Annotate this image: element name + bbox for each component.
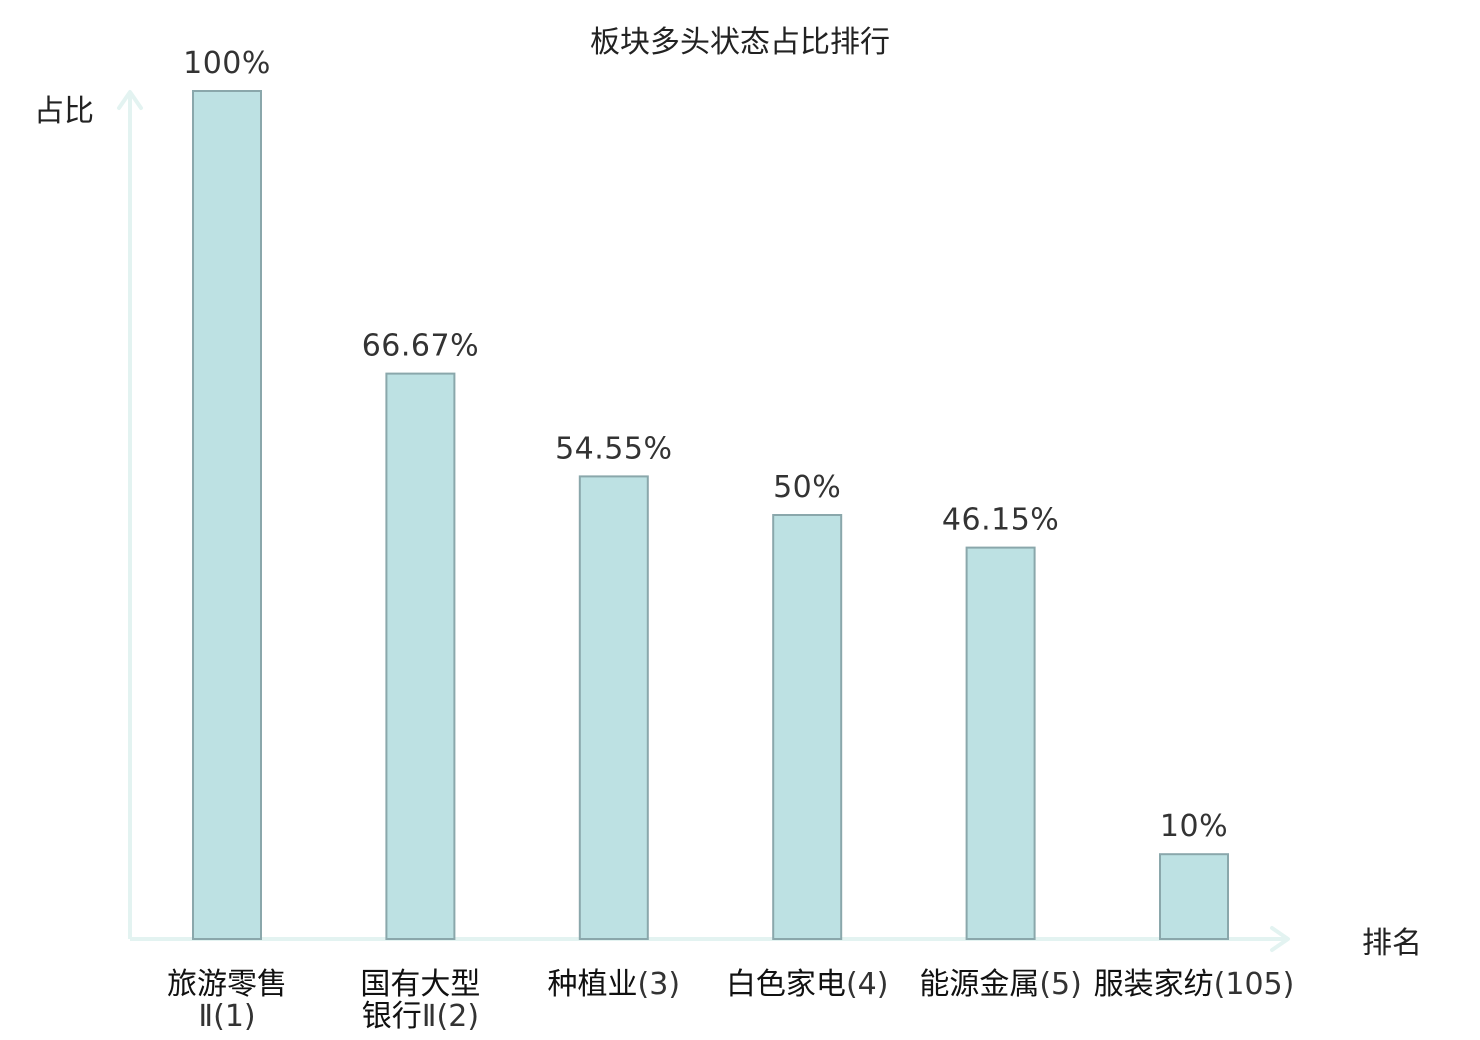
bar [192, 90, 262, 940]
bar [772, 514, 843, 940]
data-label: 46.15% [942, 503, 1059, 538]
bar [578, 475, 649, 940]
data-label: 100% [183, 46, 271, 81]
data-label: 50% [773, 470, 841, 505]
data-label: 66.67% [362, 329, 479, 364]
category-label: 白色家电(4) [726, 967, 889, 1002]
category-label: Ⅱ(1) [198, 999, 255, 1034]
x-axis-title: 排名 [1362, 926, 1422, 961]
value-labels: 100% 66.67% 54.55% 50% 46.15% 10% [183, 46, 1228, 844]
category-label: 服装家纺(105) [1094, 967, 1295, 1002]
category-label: 能源金属(5) [919, 967, 1082, 1002]
category-label: 国有大型 [360, 967, 480, 1002]
x-axis [130, 926, 1290, 952]
bar-series [192, 90, 1229, 941]
y-axis [117, 90, 143, 939]
category-label: 种植业(3) [548, 967, 681, 1002]
bar [1159, 853, 1229, 941]
y-axis-title: 占比 [34, 94, 94, 129]
bar [385, 372, 456, 941]
data-label: 54.55% [555, 431, 672, 466]
bar [965, 546, 1036, 940]
category-label: 旅游零售 [167, 967, 287, 1002]
category-label: 银行Ⅱ(2) [362, 999, 479, 1034]
data-label: 10% [1160, 809, 1228, 844]
chart-title: 板块多头状态占比排行 [590, 25, 890, 60]
